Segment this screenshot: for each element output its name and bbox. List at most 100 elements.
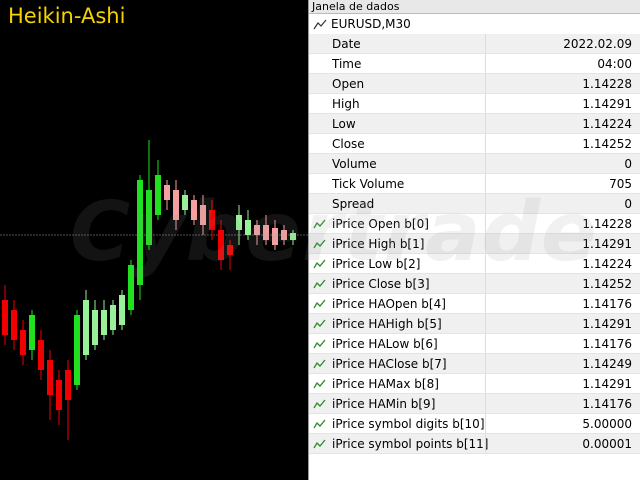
data-row: iPrice Open b[0] 1.14228 — [309, 214, 640, 234]
data-row: iPrice Close b[3] 1.14252 — [309, 274, 640, 294]
row-label: iPrice HAMin b[9] — [332, 397, 436, 411]
candle-body — [263, 225, 269, 240]
row-label: Low — [332, 117, 356, 131]
row-value: 705 — [609, 177, 632, 191]
data-row: iPrice HAOpen b[4] 1.14176 — [309, 294, 640, 314]
column-separator — [485, 274, 486, 294]
row-label: Date — [332, 37, 361, 51]
row-value: 1.14228 — [582, 217, 632, 231]
candle-body — [182, 195, 188, 210]
row-value: 0 — [624, 197, 632, 211]
data-row: iPrice HAMax b[8] 1.14291 — [309, 374, 640, 394]
column-separator — [485, 114, 486, 134]
data-row: Spread 0 — [309, 194, 640, 214]
row-label: iPrice High b[1] — [332, 237, 425, 251]
row-label: Close — [332, 137, 365, 151]
candle-body — [38, 340, 44, 370]
candle-body — [83, 300, 89, 355]
candle-body — [155, 175, 161, 215]
candles — [0, 140, 308, 440]
candle-body — [191, 200, 197, 220]
symbol: EURUSD,M30 — [331, 17, 411, 31]
candle-body — [74, 315, 80, 385]
data-row: Time 04:00 — [309, 54, 640, 74]
column-separator — [485, 334, 486, 354]
row-value: 04:00 — [597, 57, 632, 71]
row-label: iPrice symbol digits b[10] — [332, 417, 485, 431]
data-row: iPrice Low b[2] 1.14224 — [309, 254, 640, 274]
row-label: Time — [332, 57, 362, 71]
row-label: iPrice Low b[2] — [332, 257, 421, 271]
row-label: Tick Volume — [332, 177, 405, 191]
row-value: 1.14291 — [582, 237, 632, 251]
indicator-icon — [313, 219, 326, 229]
row-value: 0.00001 — [582, 437, 632, 451]
indicator-icon — [313, 299, 326, 309]
row-value: 1.14228 — [582, 77, 632, 91]
candle-body — [2, 300, 8, 335]
row-value: 1.14252 — [582, 137, 632, 151]
indicator-icon — [313, 279, 326, 289]
candle-body — [65, 370, 71, 400]
column-separator — [485, 94, 486, 114]
candle-body — [119, 295, 125, 325]
data-row: Volume 0 — [309, 154, 640, 174]
row-label: iPrice HAMax b[8] — [332, 377, 439, 391]
row-value: 1.14224 — [582, 117, 632, 131]
data-row: Low 1.14224 — [309, 114, 640, 134]
data-window: Janela de dados EURUSD,M30 Date 2022.02.0… — [308, 0, 640, 480]
column-separator — [485, 374, 486, 394]
candle-body — [29, 315, 35, 350]
row-label: iPrice HAHigh b[5] — [332, 317, 442, 331]
indicator-icon — [313, 439, 326, 449]
column-separator — [485, 34, 486, 54]
candle-body — [110, 305, 116, 330]
column-separator — [485, 134, 486, 154]
chart-title: Heikin-Ashi — [8, 4, 126, 28]
candle-body — [281, 230, 287, 240]
row-label: iPrice HAOpen b[4] — [332, 297, 446, 311]
data-row: Open 1.14228 — [309, 74, 640, 94]
indicator-icon — [313, 379, 326, 389]
candle-body — [218, 230, 224, 260]
column-separator — [485, 414, 486, 434]
candle-body — [173, 190, 179, 220]
indicator-icon — [313, 319, 326, 329]
column-separator — [485, 434, 486, 454]
data-row: High 1.14291 — [309, 94, 640, 114]
row-label: iPrice Open b[0] — [332, 217, 429, 231]
row-value: 1.14176 — [582, 337, 632, 351]
indicator-icon — [313, 259, 326, 269]
column-separator — [485, 214, 486, 234]
symbol-icon — [313, 19, 327, 30]
data-row: Date 2022.02.09 — [309, 34, 640, 54]
column-separator — [485, 354, 486, 374]
indicator-icon — [313, 399, 326, 409]
candle-body — [254, 225, 260, 235]
candle-body — [137, 180, 143, 285]
data-row: Tick Volume 705 — [309, 174, 640, 194]
column-separator — [485, 394, 486, 414]
candle-body — [56, 380, 62, 410]
row-label: Open — [332, 77, 365, 91]
indicator-icon — [313, 419, 326, 429]
candle-group — [2, 140, 296, 440]
row-value: 1.14224 — [582, 257, 632, 271]
candle-body — [164, 185, 170, 200]
data-row: iPrice HALow b[6] 1.14176 — [309, 334, 640, 354]
column-separator — [485, 154, 486, 174]
row-value: 0 — [624, 157, 632, 171]
data-row: iPrice symbol digits b[10] 5.00000 — [309, 414, 640, 434]
column-separator — [485, 234, 486, 254]
row-label: iPrice Close b[3] — [332, 277, 430, 291]
row-value: 1.14252 — [582, 277, 632, 291]
candle-body — [200, 205, 206, 225]
chart-panel: Heikin-Ashi — [0, 0, 308, 480]
row-value: 1.14176 — [582, 397, 632, 411]
column-separator — [485, 294, 486, 314]
data-row: iPrice HAMin b[9] 1.14176 — [309, 394, 640, 414]
candle-body — [209, 210, 215, 230]
row-label: Spread — [332, 197, 375, 211]
row-value: 1.14291 — [582, 317, 632, 331]
